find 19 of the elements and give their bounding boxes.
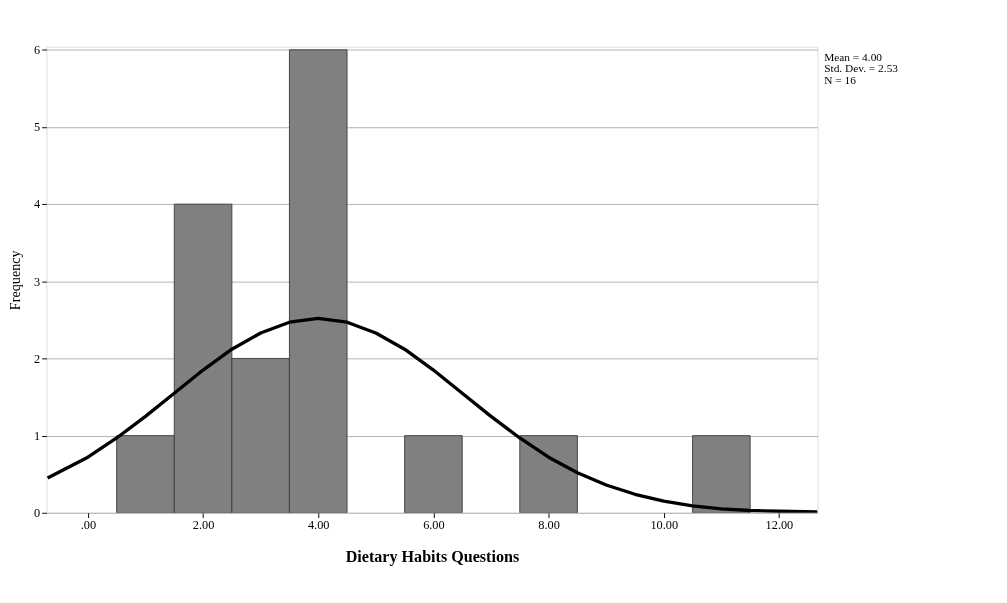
text: Mean = 4.00 [824,50,883,63]
y-axis-title: Frequency [6,249,23,311]
text: N = 16 [824,73,857,86]
x-axis-title: Dietary Habits Questions [345,547,520,566]
x-tick-label: .00 [80,518,97,533]
y-tick-label: 0 [34,506,41,521]
y-tick-label: 2 [34,351,41,366]
y-tick-label: 6 [34,43,41,58]
y-tick-label: 4 [34,197,41,212]
x-tick-label: 2.00 [192,518,215,533]
y-tick-label: 3 [34,274,41,289]
x-tick-label: 12.00 [765,518,794,533]
x-tick-label: 10.00 [650,518,679,533]
y-tick-label: 5 [34,120,41,135]
x-tick-label: 8.00 [538,518,560,533]
y-tick-label: 1 [34,428,41,443]
text: Std. Dev. = 2.53 [824,62,899,75]
x-tick-label: 4.00 [307,518,330,533]
x-tick-label: 6.00 [423,518,445,533]
